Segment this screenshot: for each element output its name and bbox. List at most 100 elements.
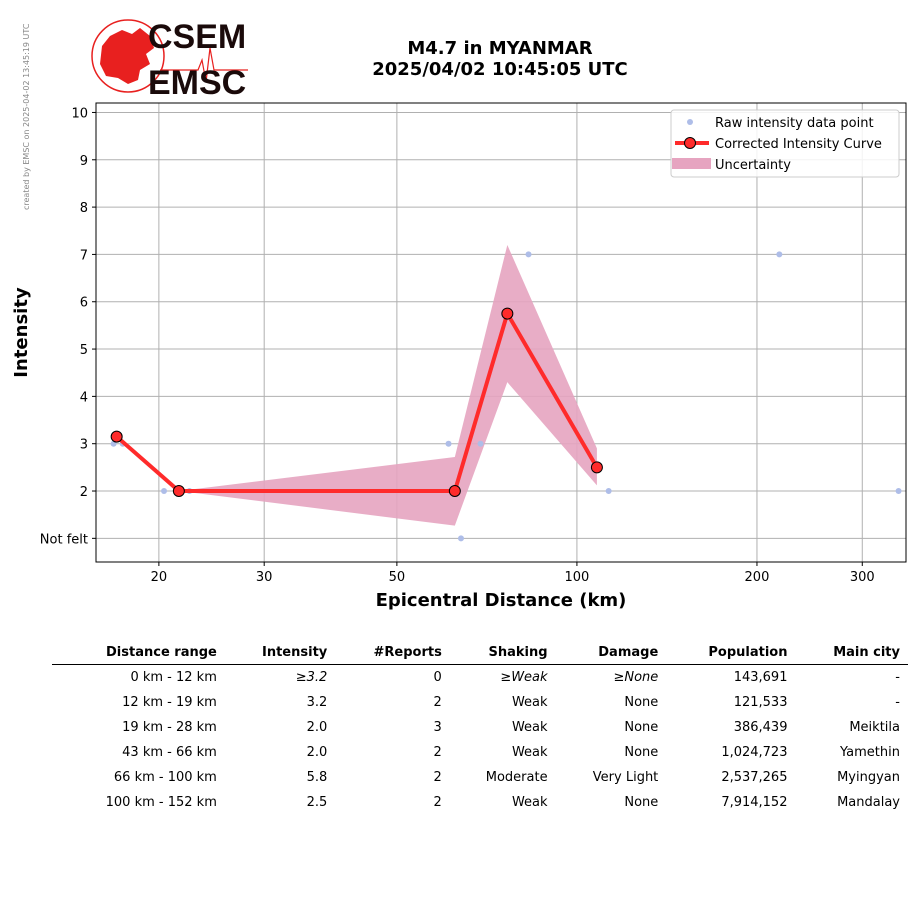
chart-title: M4.7 in MYANMAR 2025/04/02 10:45:05 UTC	[300, 38, 700, 80]
table-cell: 5.8	[306, 770, 328, 785]
raw-data-point	[445, 440, 452, 447]
table-header-cell: Intensity	[262, 644, 328, 660]
table-cell: 2	[433, 695, 442, 710]
table-cell: 0 km - 12 km	[130, 670, 217, 685]
table-cell: 2	[433, 770, 442, 785]
title-line1: M4.7 in MYANMAR	[407, 38, 593, 59]
intensity-chart: 20 30 50 100 200 300 Not felt 2 3 4 5 6 7 8 9 10 Epicent…	[11, 102, 907, 611]
table-cell: ≥Weak	[500, 670, 548, 685]
csem-emsc-logo: CSEM EMSC	[91, 18, 248, 98]
y-tick-label: 8	[80, 201, 88, 216]
table-cell: 386,439	[733, 720, 788, 735]
table-cell: Weak	[511, 720, 548, 735]
table-cell: None	[624, 745, 659, 760]
raw-data-point	[895, 488, 902, 495]
title-line2: 2025/04/02 10:45:05 UTC	[372, 59, 628, 80]
table-row: 43 km - 66 km 2.0 2 Weak None 1,024,723 Yameth…	[52, 740, 908, 765]
legend-curve-marker	[684, 137, 696, 149]
x-tick-label: 50	[389, 570, 406, 585]
y-tick-label: 3	[80, 438, 88, 453]
corrected-curve-marker	[172, 485, 185, 498]
table-cell: None	[624, 695, 659, 710]
corrected-curve-marker	[110, 430, 123, 443]
table-cell: Yamethin	[840, 745, 900, 760]
table-header-cell: Population	[708, 644, 788, 660]
y-tick-label: 2	[80, 485, 88, 500]
table-cell: Very Light	[592, 770, 659, 785]
x-tick-label: 30	[256, 570, 273, 585]
y-tick-label: 5	[80, 343, 88, 358]
legend-label: Corrected Intensity Curve	[715, 137, 882, 152]
table-cell: 66 km - 100 km	[113, 770, 217, 785]
table-cell: 0	[433, 670, 442, 685]
corrected-curve-marker	[590, 461, 603, 474]
table-cell: Weak	[511, 695, 548, 710]
logo-line2: EMSC	[148, 64, 246, 98]
uncertainty-band	[178, 244, 597, 526]
table-cell: 3	[433, 720, 442, 735]
legend-band-symbol	[672, 158, 711, 169]
table-cell: Weak	[511, 745, 548, 760]
logo-line1: CSEM	[148, 18, 246, 56]
y-tick-label: 6	[80, 296, 88, 311]
raw-data-point	[605, 488, 612, 495]
legend-label: Raw intensity data point	[715, 116, 874, 131]
table-cell: 2.0	[306, 745, 328, 760]
legend-raw-symbol	[687, 119, 693, 125]
x-tick-label: 300	[850, 570, 875, 585]
y-tick-label: 10	[71, 106, 88, 121]
y-tick-label: 7	[80, 248, 88, 263]
x-axis-label: Epicentral Distance (km)	[376, 590, 627, 611]
table-cell: 121,533	[733, 695, 788, 710]
table-row: 0 km - 12 km ≥3.2 0 ≥Weak ≥None 143,691 -	[52, 665, 908, 691]
y-tick-label: Not felt	[40, 532, 88, 547]
table-row: 100 km - 152 km 2.5 2 Weak None 7,914,152 Mand…	[52, 790, 908, 815]
table-header-cell: Distance range	[106, 644, 217, 660]
table-cell: 2,537,265	[721, 770, 788, 785]
raw-data-point	[161, 488, 168, 495]
raw-data-point	[525, 251, 532, 258]
y-axis-label: Intensity	[11, 287, 32, 378]
table-cell: None	[624, 720, 659, 735]
table-cell: -	[895, 695, 900, 710]
table-header-cell: Shaking	[488, 644, 548, 660]
table-cell: 12 km - 19 km	[122, 695, 217, 710]
legend-label: Uncertainty	[715, 158, 791, 173]
table-cell: 1,024,723	[721, 745, 788, 760]
table-cell: 2.5	[306, 795, 328, 810]
table-cell: 7,914,152	[721, 795, 788, 810]
table-header-row: Distance range Intensity #Reports Shaking Da…	[52, 640, 908, 665]
corrected-curve-marker	[501, 307, 514, 320]
table-cell: Meiktila	[849, 720, 900, 735]
table-cell: None	[624, 795, 659, 810]
table-header-cell: #Reports	[373, 644, 442, 660]
x-tick-label: 200	[745, 570, 770, 585]
table-cell: Myingyan	[837, 770, 900, 785]
table-row: 66 km - 100 km 5.8 2 Moderate Very Light 2,53…	[52, 765, 908, 790]
intensity-table: Distance range Intensity #Reports Shaking Da…	[52, 640, 908, 815]
table-cell: Weak	[511, 795, 548, 810]
table-header-cell: Damage	[598, 644, 659, 660]
legend-box	[670, 109, 900, 178]
table-row: 12 km - 19 km 3.2 2 Weak None 121,533 -	[52, 690, 908, 715]
table-cell: 2	[433, 795, 442, 810]
table-cell: ≥None	[613, 670, 659, 685]
corrected-curve-marker	[448, 485, 461, 498]
x-tick-label: 20	[151, 570, 168, 585]
y-tick-label: 9	[80, 154, 88, 169]
raw-data-point	[776, 251, 783, 258]
table-cell: 19 km - 28 km	[122, 720, 217, 735]
plot-frame	[95, 102, 907, 563]
table-cell: Moderate	[485, 770, 548, 785]
table-row: 19 km - 28 km 2.0 3 Weak None 386,439 Meiktila	[52, 715, 908, 740]
table-cell: 43 km - 66 km	[122, 745, 217, 760]
table-cell: 2	[433, 745, 442, 760]
table-cell: 3.2	[306, 695, 328, 710]
y-tick-label: 4	[80, 390, 88, 405]
table-body: 0 km - 12 km ≥3.2 0 ≥Weak ≥None 143,691-12 km…	[52, 665, 908, 816]
x-tick-label: 100	[565, 570, 590, 585]
table-header-cell: Main city	[833, 644, 900, 660]
table-cell: Mandalay	[837, 795, 900, 810]
raw-data-point	[477, 440, 484, 447]
table-cell: ≥3.2	[295, 670, 328, 685]
